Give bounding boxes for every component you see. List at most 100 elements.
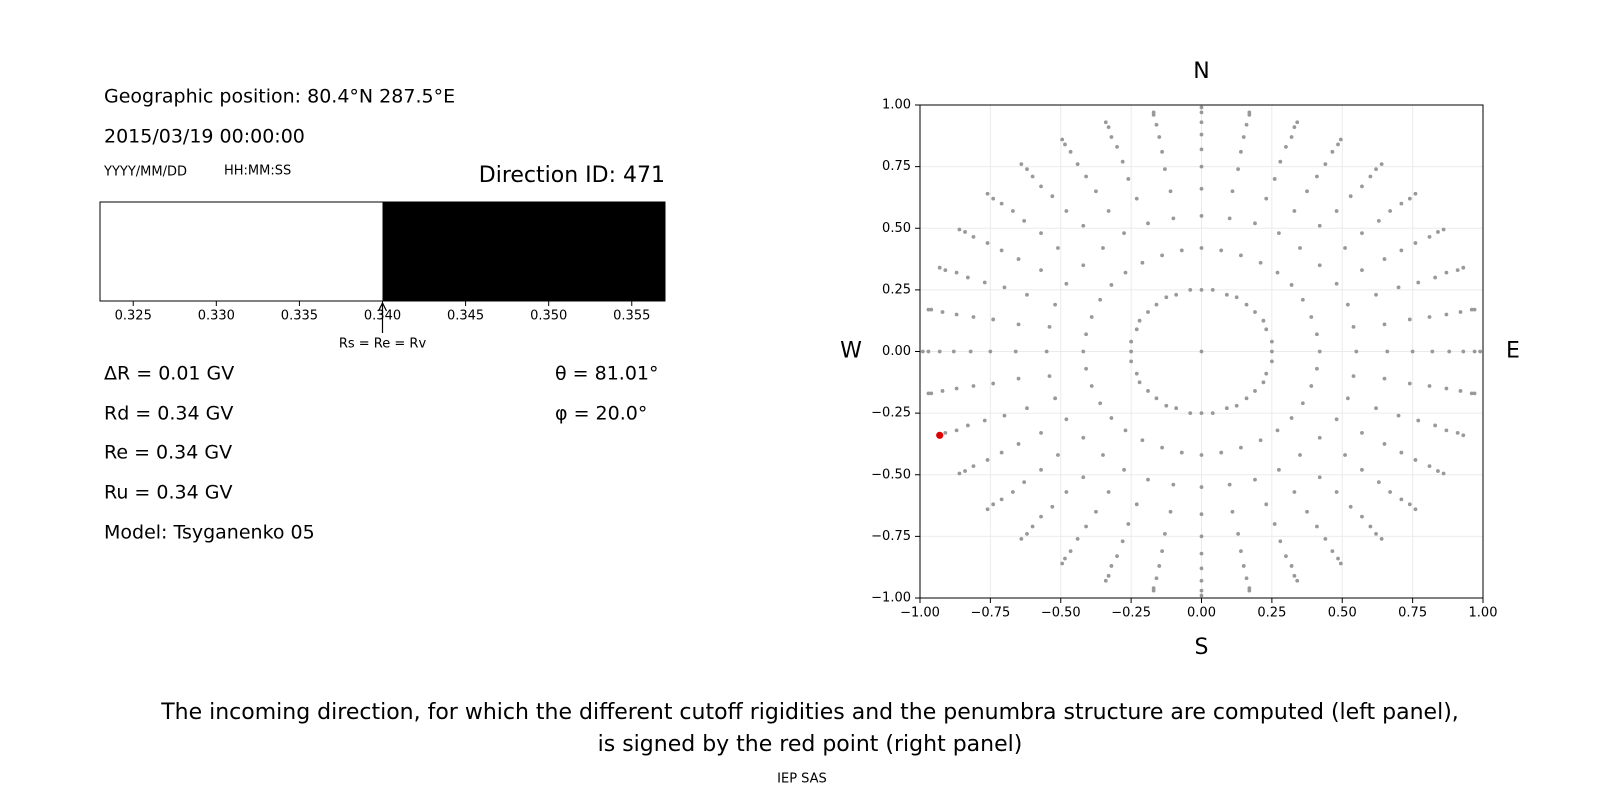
direction-point <box>1416 418 1421 423</box>
direction-point <box>1134 327 1139 332</box>
direction-point <box>991 381 996 386</box>
ru: Ru = 0.34 GV <box>104 482 232 504</box>
direction-point <box>1129 339 1134 344</box>
direction-point <box>1106 125 1111 130</box>
direction-point <box>1382 376 1387 381</box>
direction-point <box>1199 110 1204 115</box>
y-tick-label: −1.00 <box>871 591 911 606</box>
direction-point <box>1413 241 1418 245</box>
date-format: YYYY/MM/DD <box>103 165 187 180</box>
direction-point <box>1253 477 1257 482</box>
direction-point <box>1123 270 1128 275</box>
direction-point <box>1199 588 1204 593</box>
direction-point <box>1171 216 1176 221</box>
direction-point <box>1315 332 1319 337</box>
direction-point <box>1050 504 1055 509</box>
direction-point <box>1089 384 1094 388</box>
direction-point <box>1284 554 1288 558</box>
direction-point <box>1360 268 1364 273</box>
direction-point <box>1039 514 1043 519</box>
direction-point <box>1199 120 1204 125</box>
direction-point <box>1277 467 1281 472</box>
direction-point <box>1094 189 1098 194</box>
y-tick-label: −0.75 <box>871 529 911 544</box>
direction-point <box>940 389 945 393</box>
direction-point <box>1360 514 1364 519</box>
direction-point <box>1472 391 1477 396</box>
direction-point <box>1330 149 1335 154</box>
direction-point <box>1244 396 1249 401</box>
direction-point <box>1385 349 1390 354</box>
direction-point <box>1188 287 1193 292</box>
direction-point <box>1317 435 1322 440</box>
direction-point <box>1334 417 1339 422</box>
direction-point <box>1330 549 1335 554</box>
direction-point <box>1081 223 1086 228</box>
direction-point <box>1469 391 1474 396</box>
direction-point <box>1126 177 1131 181</box>
penumbra-band <box>382 202 665 301</box>
direction-point <box>1171 482 1176 487</box>
x-tick-label: 0.75 <box>1398 606 1427 621</box>
theta: θ = 81.01° <box>555 363 659 385</box>
direction-point <box>1115 145 1119 149</box>
direction-point <box>1382 322 1387 327</box>
direction-point <box>1336 142 1340 147</box>
direction-point <box>1160 549 1164 554</box>
direction-point <box>1134 196 1139 201</box>
direction-point <box>1089 315 1094 319</box>
rd: Rd = 0.34 GV <box>104 403 233 425</box>
direction-point <box>1047 324 1052 329</box>
direction-point <box>1382 257 1387 261</box>
direction-point <box>1199 453 1204 457</box>
direction-point <box>1075 536 1080 541</box>
direction-point <box>1305 509 1309 514</box>
direction-point <box>1433 275 1438 280</box>
direction-point <box>1292 209 1297 213</box>
annotation-label: Rs = Re = Rv <box>339 337 427 352</box>
direction-point <box>926 349 931 354</box>
direction-point <box>1199 411 1204 416</box>
direction-point <box>1053 396 1058 401</box>
direction-point <box>1258 438 1263 443</box>
direction-point <box>999 497 1004 502</box>
x-tick-label: 0.325 <box>115 309 152 324</box>
direction-point <box>1151 588 1156 593</box>
direction-point <box>971 384 976 388</box>
direction-point <box>1210 287 1215 292</box>
direction-point <box>1103 120 1108 125</box>
direction-point <box>954 428 959 433</box>
direction-point <box>1053 302 1058 307</box>
direction-point <box>920 349 925 354</box>
direction-point <box>965 275 970 280</box>
direction-point <box>1002 285 1007 290</box>
direction-point <box>1264 327 1269 332</box>
direction-point <box>968 349 973 354</box>
direction-point <box>926 391 931 396</box>
direction-point <box>1199 512 1204 517</box>
direction-point <box>1081 349 1086 354</box>
direction-point <box>1013 349 1018 354</box>
direction-point <box>1022 218 1027 223</box>
direction-point <box>1338 561 1343 566</box>
direction-point <box>1016 322 1021 327</box>
direction-point <box>1427 315 1432 319</box>
direction-point <box>1436 230 1440 234</box>
direction-point <box>1106 490 1111 494</box>
direction-point <box>1430 349 1435 354</box>
direction-point <box>1292 490 1297 494</box>
direction-point <box>1351 324 1356 329</box>
direction-point <box>943 430 948 435</box>
direction-point <box>1199 534 1204 539</box>
direction-point <box>1056 453 1060 457</box>
direction-point <box>1084 524 1088 529</box>
direction-point <box>1210 411 1215 416</box>
direction-point <box>1278 539 1283 544</box>
direction-point <box>1360 430 1364 435</box>
direction-point <box>1379 162 1384 167</box>
direction-point <box>1441 227 1446 232</box>
direction-point <box>985 241 990 245</box>
x-tick-label: 0.50 <box>1328 606 1357 621</box>
direction-point <box>1336 556 1340 561</box>
direction-point <box>1388 490 1393 494</box>
